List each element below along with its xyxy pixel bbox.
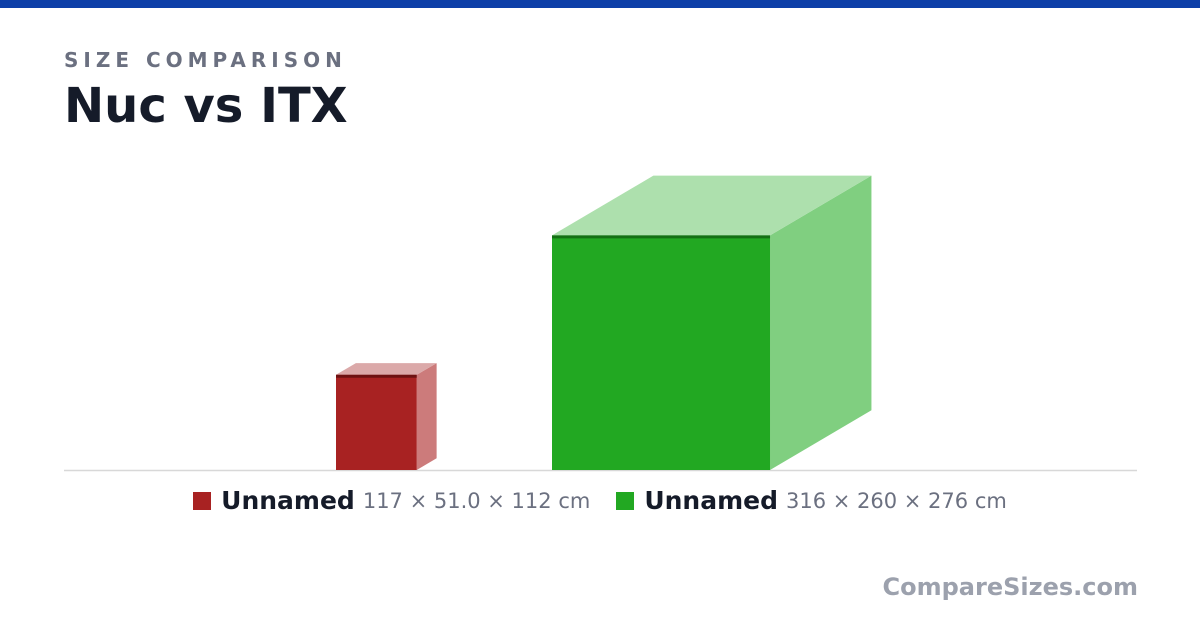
legend: Unnamed 117 × 51.0 × 112 cm Unnamed 316 × 2… (0, 486, 1200, 515)
legend-name: Unnamed (644, 486, 778, 515)
top-bar (0, 0, 1200, 8)
title: Nuc vs ITX (64, 78, 348, 134)
legend-dimensions: 316 × 260 × 276 cm (786, 488, 1007, 513)
eyebrow: SIZE COMPARISON (64, 48, 347, 72)
legend-entry: Unnamed 316 × 260 × 276 cm (616, 486, 1007, 515)
legend-entry: Unnamed 117 × 51.0 × 112 cm (193, 486, 590, 515)
box-front (552, 235, 771, 470)
legend-name: Unnamed (221, 486, 355, 515)
box-front (336, 374, 417, 470)
legend-swatch (193, 491, 212, 510)
site-name: CompareSizes.com (882, 573, 1138, 601)
box-top (552, 175, 872, 236)
legend-dimensions: 117 × 51.0 × 112 cm (362, 488, 591, 513)
box-top (336, 363, 437, 375)
box-side (416, 363, 437, 470)
box-side (770, 175, 872, 470)
legend-swatch (616, 491, 635, 510)
